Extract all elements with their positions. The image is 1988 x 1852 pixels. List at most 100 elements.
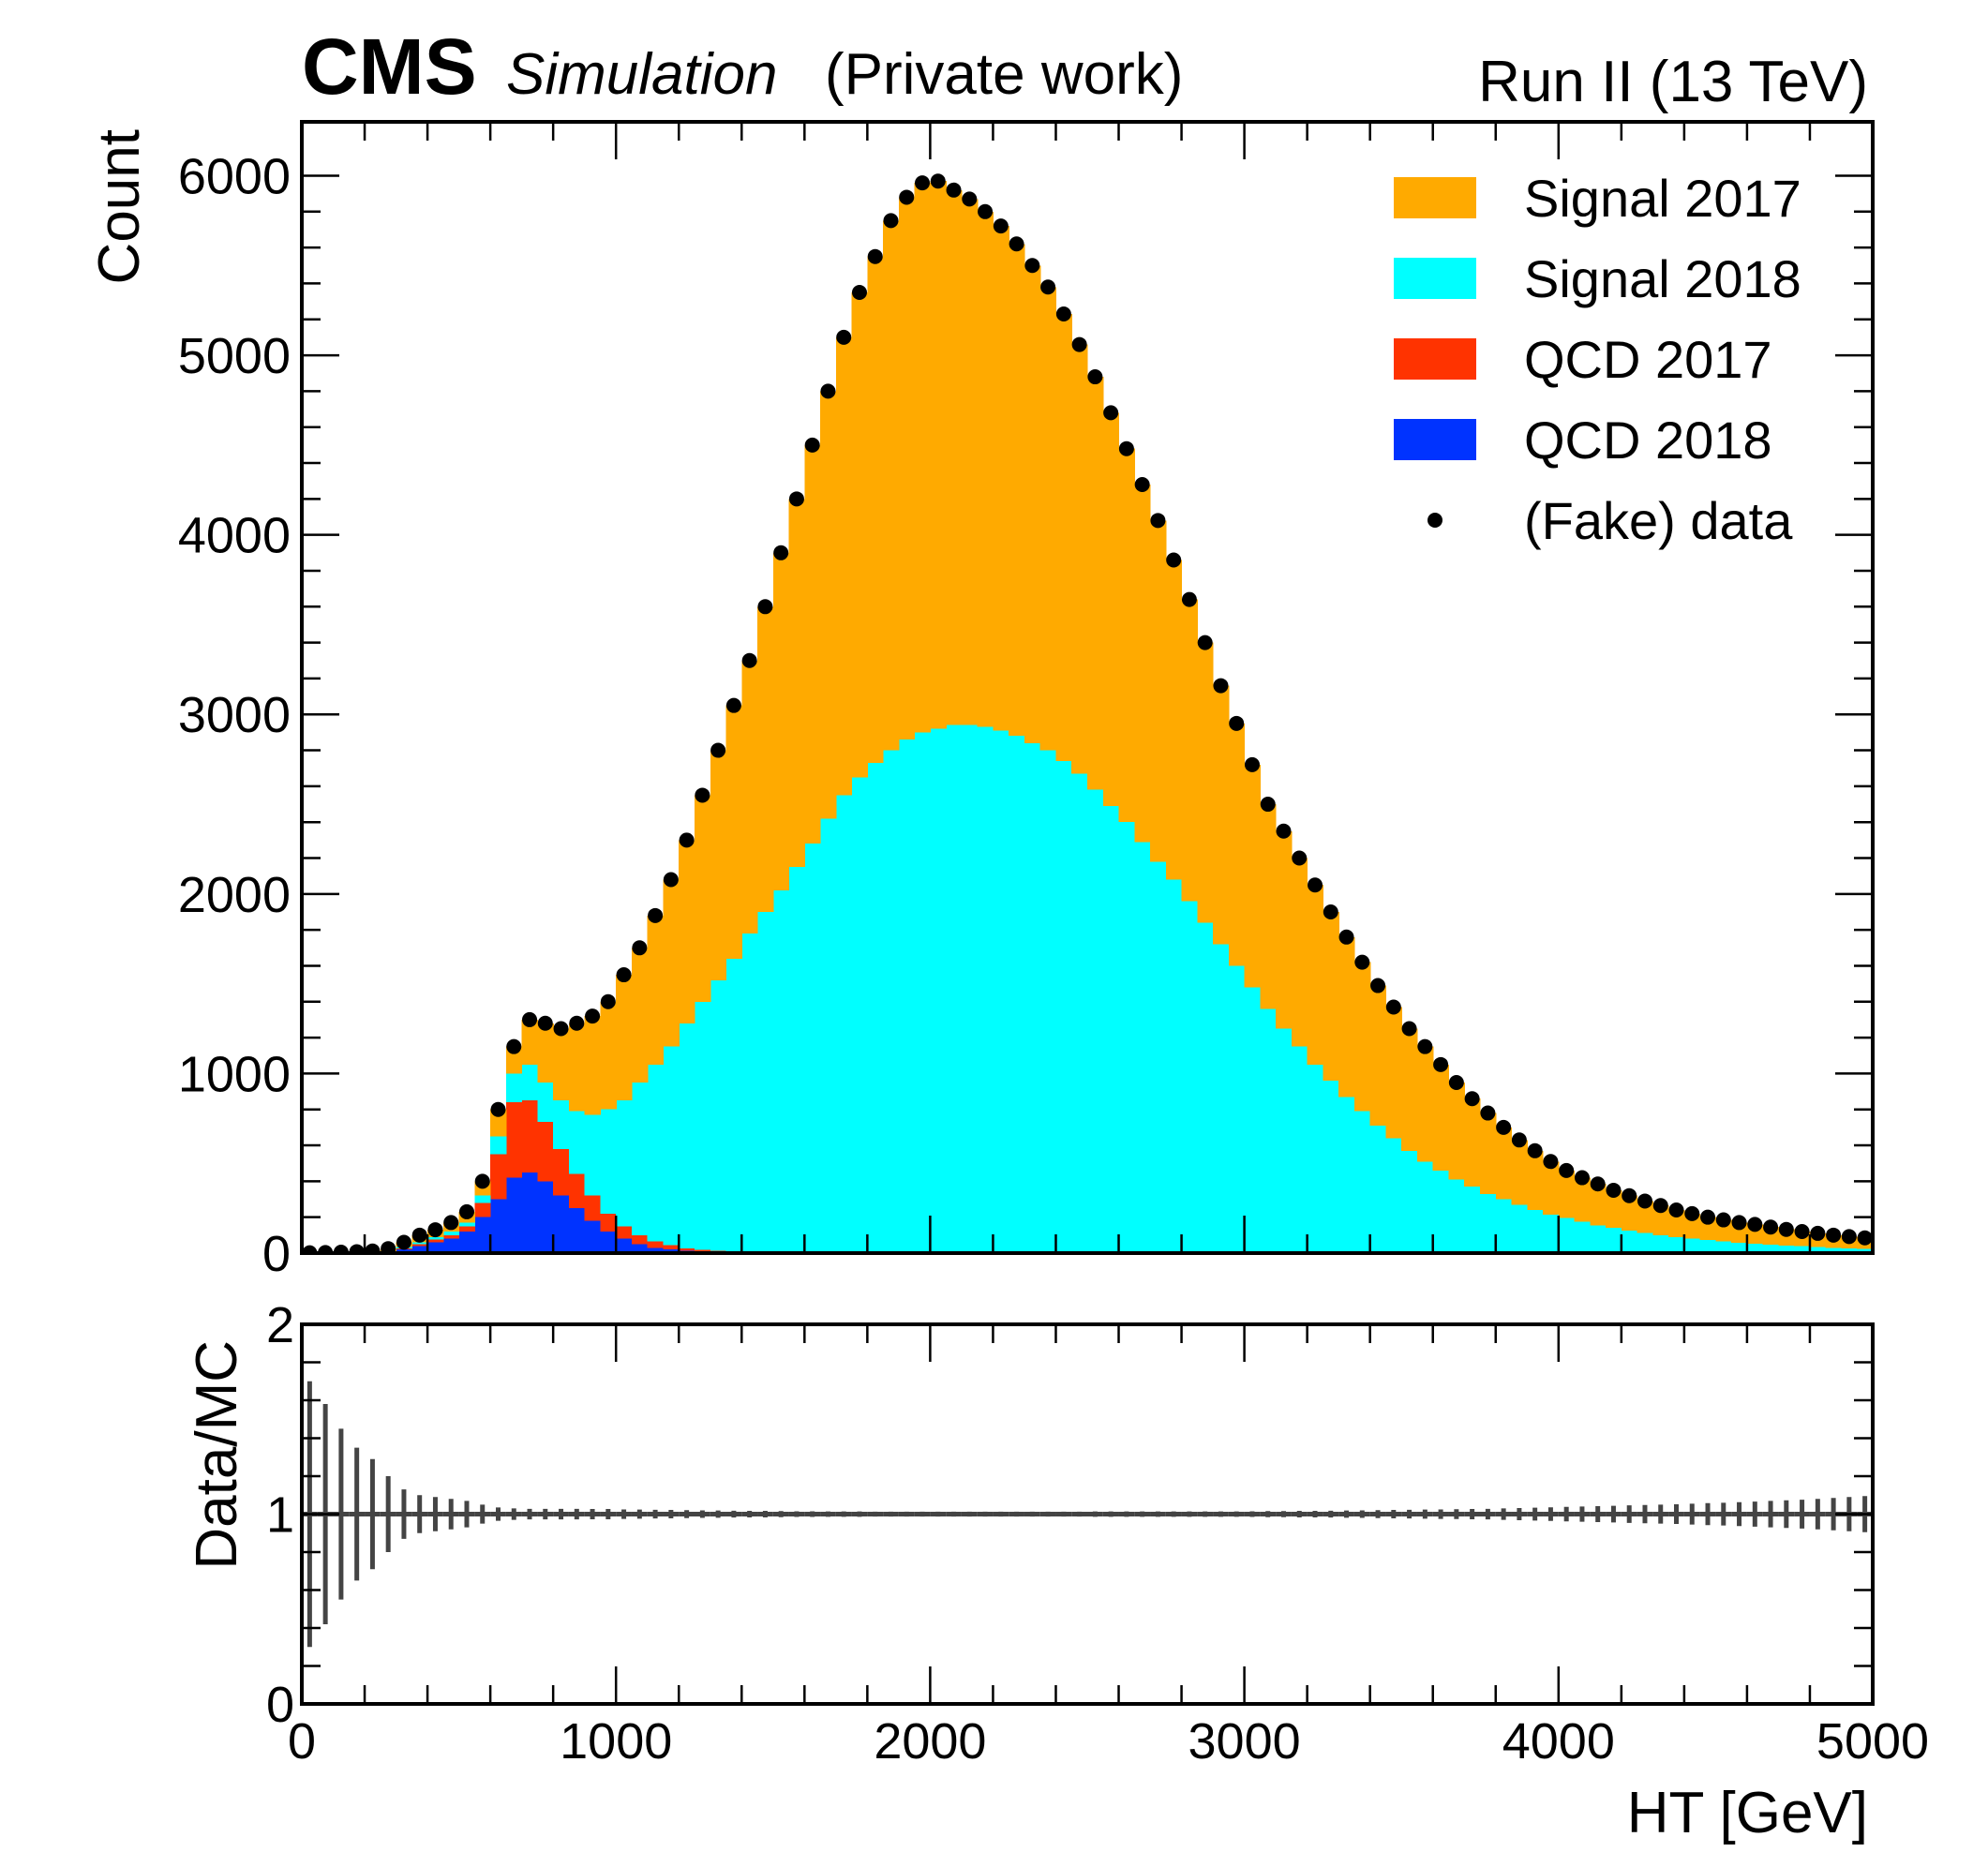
histogram-segment [1401,1028,1418,1151]
ratio-point [930,1511,947,1517]
cms-label: CMS [302,22,477,111]
histogram-segment [1543,1214,1560,1253]
histogram-segment [946,724,963,1253]
data-point [1292,850,1308,866]
data-point [1496,1119,1512,1135]
histogram-segment [883,750,900,1253]
histogram-segment [647,1241,665,1248]
ratio-point [584,1509,601,1519]
ratio-point [898,1511,915,1517]
legend-label: Signal 2018 [1524,249,1801,308]
data-point [569,1015,585,1031]
histogram-segment [867,762,884,1253]
histogram-segment [1762,1244,1780,1253]
histogram-segment [521,1172,538,1253]
ratio-point [1244,1511,1261,1517]
histogram-segment [474,1217,491,1253]
data-point [788,491,804,507]
data-point [946,182,962,198]
histogram-segment [1197,922,1214,1253]
histogram-segment [1621,1195,1638,1232]
histogram-segment [1291,858,1308,1047]
legend-marker [1427,513,1442,528]
ratio-point [1213,1511,1229,1517]
histogram-segment [1150,520,1167,862]
histogram-segment [1338,1097,1355,1253]
ratio-point [1527,1507,1544,1521]
data-point [1668,1202,1684,1218]
y-tick-label: 6000 [178,148,291,204]
histogram-segment [631,948,649,1083]
x-tick-label: 5000 [1816,1713,1929,1770]
data-point [836,329,852,345]
histogram-segment [553,1195,570,1253]
histogram-segment [1606,1228,1622,1253]
histogram-segment [537,1181,554,1253]
x-tick-label: 1000 [560,1713,672,1770]
data-point [1087,369,1103,385]
ratio-point [568,1508,585,1520]
ratio-point [458,1501,475,1528]
histogram-segment [411,1242,428,1245]
histogram-segment [584,1195,602,1221]
data-point [679,832,695,848]
histogram-segment [977,726,994,1253]
histogram-segment [1401,1150,1418,1253]
histogram-segment [1181,901,1198,1253]
histogram-segment [553,1028,570,1101]
data-point [1071,336,1087,352]
ratio-point [1809,1499,1826,1530]
histogram-segment [695,795,711,1002]
histogram-segment [1369,1125,1387,1253]
ratio-point [365,1458,381,1570]
histogram-segment [505,1102,523,1178]
data-point [1857,1230,1873,1246]
histogram-segment [1385,1007,1402,1139]
histogram-segment [1009,244,1025,737]
histogram-segment [1809,1247,1827,1253]
histogram-segment [474,1195,491,1203]
data-point [1229,715,1245,731]
ratio-point [1731,1501,1747,1527]
ratio-point [914,1511,931,1517]
histogram-segment [584,1114,602,1196]
ratio-point [1668,1503,1684,1525]
ratio-point [1606,1505,1622,1523]
data-point [1622,1187,1637,1203]
data-point [1024,258,1040,274]
histogram-segment [835,336,853,796]
histogram-segment [521,1019,538,1065]
histogram-segment [521,1064,538,1101]
histogram-segment [851,777,868,1253]
histogram-segment [1495,1199,1513,1253]
histogram-segment [1558,1170,1576,1218]
histogram-segment [1480,1113,1497,1194]
data-point [1134,477,1150,493]
data-point [915,175,931,191]
ratio-point [1150,1511,1166,1517]
ratio-point [977,1511,994,1517]
ratio-point [1652,1504,1669,1524]
histogram-segment [1055,313,1072,762]
histogram-segment [458,1226,475,1232]
ratio-point [1432,1509,1449,1519]
data-point [411,1227,427,1243]
histogram-segment [521,1100,538,1172]
simulation-label: Simulation [506,42,777,107]
ratio-point [1480,1508,1496,1520]
ratio-point [1464,1509,1480,1519]
histogram-segment [1778,1245,1795,1253]
histogram-segment [820,818,837,1253]
data-point [365,1243,381,1253]
histogram-segment [1511,1140,1528,1205]
ratio-point [1291,1511,1308,1517]
histogram-segment [474,1202,491,1217]
histogram-segment [1039,287,1057,751]
histogram-segment [1165,560,1183,880]
histogram-segment [616,975,633,1101]
data-point [1637,1193,1652,1209]
ratio-point [1323,1510,1339,1518]
data-point [553,1021,569,1037]
data-point [1118,441,1134,456]
histogram-segment [1118,822,1135,1253]
